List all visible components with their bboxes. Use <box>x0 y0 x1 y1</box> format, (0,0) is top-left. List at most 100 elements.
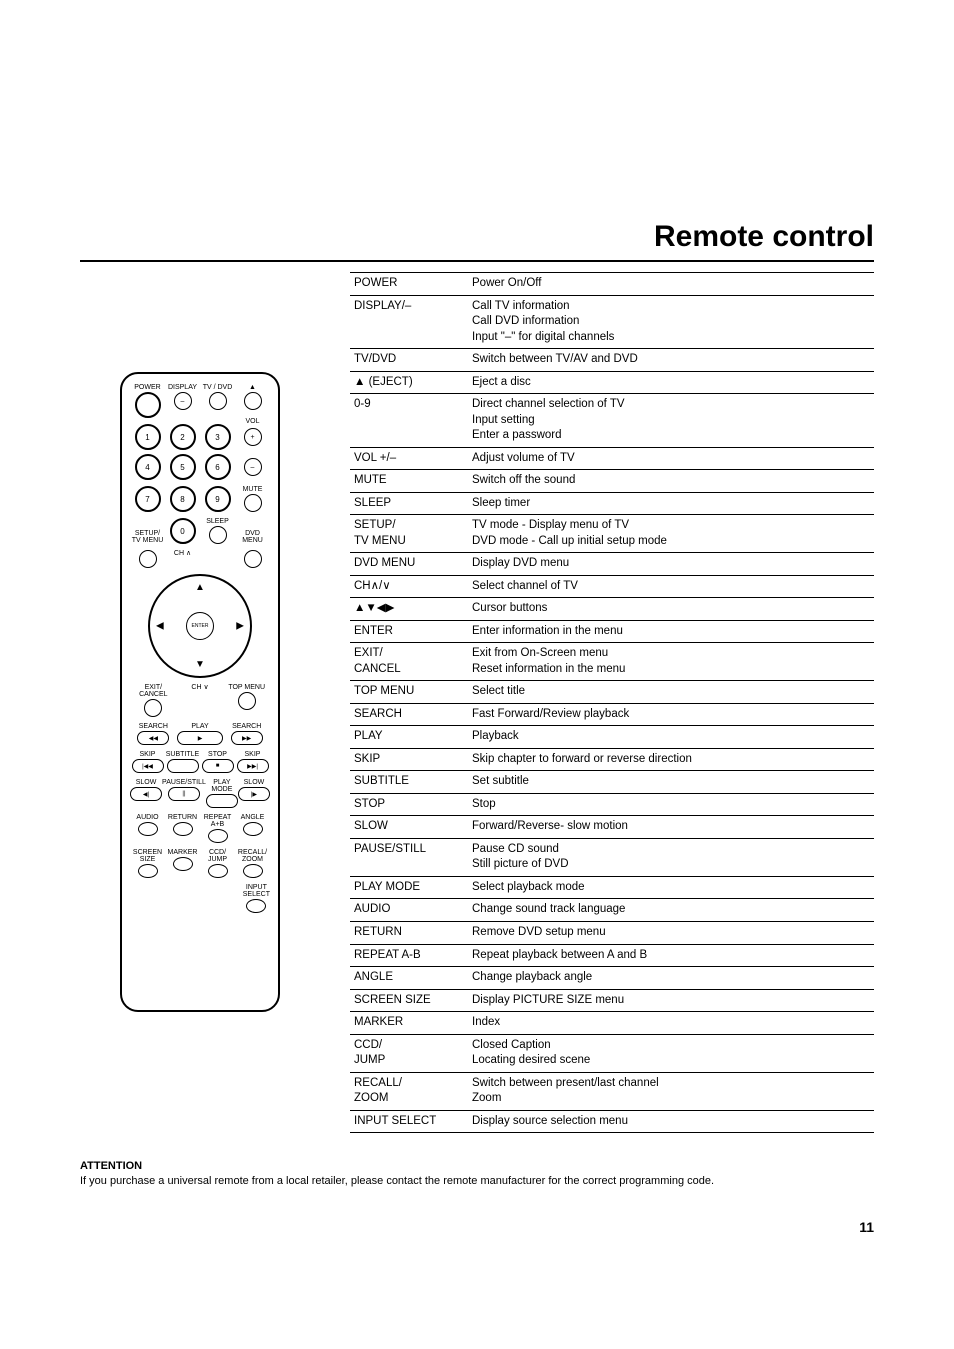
table-key: ENTER <box>350 620 468 643</box>
label-search-l: SEARCH <box>139 723 168 730</box>
table-value: Enter information in the menu <box>468 620 874 643</box>
table-value: Select playback mode <box>468 876 874 899</box>
table-row: PAUSE/STILLPause CD sound Still picture … <box>350 838 874 876</box>
table-key: REPEAT A-B <box>350 944 468 967</box>
label-stop: STOP <box>208 751 227 758</box>
label-marker: MARKER <box>168 849 198 856</box>
title-rule <box>80 260 874 262</box>
btn-8: 8 <box>170 486 196 512</box>
label-skip-r: SKIP <box>245 751 261 758</box>
btn-1: 1 <box>135 424 161 450</box>
btn-skip-fwd: ▶▶| <box>237 759 269 773</box>
table-value: Index <box>468 1012 874 1035</box>
table-key: RECALL/ ZOOM <box>350 1072 468 1110</box>
table-key: SKIP <box>350 748 468 771</box>
table-key: SETUP/ TV MENU <box>350 515 468 553</box>
label-angle: ANGLE <box>241 814 265 821</box>
btn-search-rev: ◀◀ <box>137 731 169 745</box>
table-row: MARKERIndex <box>350 1012 874 1035</box>
table-value: Stop <box>468 793 874 816</box>
table-row: AUDIOChange sound track language <box>350 899 874 922</box>
label-chdn: CH ∨ <box>191 684 208 691</box>
label-input: INPUT SELECT <box>243 884 270 898</box>
btn-6: 6 <box>205 454 231 480</box>
table-row: CCD/ JUMPClosed Caption Locating desired… <box>350 1034 874 1072</box>
table-value: Skip chapter to forward or reverse direc… <box>468 748 874 771</box>
table-value: Pause CD sound Still picture of DVD <box>468 838 874 876</box>
table-value: Change sound track language <box>468 899 874 922</box>
table-row: STOPStop <box>350 793 874 816</box>
table-key: INPUT SELECT <box>350 1110 468 1133</box>
btn-exit <box>144 699 162 717</box>
table-row: ANGLEChange playback angle <box>350 967 874 990</box>
attention-body: If you purchase a universal remote from … <box>80 1175 714 1187</box>
btn-repeat <box>208 829 228 843</box>
label-vol: VOL <box>245 418 259 425</box>
btn-0: 0 <box>170 518 196 544</box>
btn-pause: || <box>168 787 200 801</box>
btn-vol-dn: – <box>244 458 262 476</box>
label-chup: CH ∧ <box>174 550 191 557</box>
table-key: RETURN <box>350 921 468 944</box>
table-value: Switch between TV/AV and DVD <box>468 349 874 372</box>
table-row: CH∧/∨Select channel of TV <box>350 575 874 598</box>
btn-input-select <box>246 899 266 913</box>
btn-return <box>173 822 193 836</box>
btn-dvdmenu <box>244 550 262 568</box>
table-value: Closed Caption Locating desired scene <box>468 1034 874 1072</box>
btn-ccd <box>208 864 228 878</box>
label-return: RETURN <box>168 814 197 821</box>
table-value: Select title <box>468 681 874 704</box>
table-row: POWERPower On/Off <box>350 273 874 296</box>
btn-stop: ■ <box>202 759 234 773</box>
btn-angle <box>243 822 263 836</box>
label-audio: AUDIO <box>136 814 158 821</box>
btn-display: – <box>174 392 192 410</box>
table-value: Switch off the sound <box>468 470 874 493</box>
btn-power <box>135 392 161 418</box>
table-row: PLAYPlayback <box>350 726 874 749</box>
label-subtitle: SUBTITLE <box>166 751 199 758</box>
table-key: MARKER <box>350 1012 468 1035</box>
table-row: SLEEPSleep timer <box>350 492 874 515</box>
table-key: DISPLAY/– <box>350 295 468 349</box>
btn-skip-rev: |◀◀ <box>132 759 164 773</box>
attention-heading: ATTENTION <box>80 1160 142 1172</box>
label-topmenu: TOP MENU <box>228 684 265 691</box>
dpad: ENTER ▲ ▼ ◀ ▶ <box>148 574 252 678</box>
table-key: AUDIO <box>350 899 468 922</box>
remote-column: POWER DISPLAY– TV / DVD ▲ 1 2 3 VOL + <box>80 272 320 1012</box>
table-row: RETURNRemove DVD setup menu <box>350 921 874 944</box>
table-value: Display PICTURE SIZE menu <box>468 989 874 1012</box>
table-key: ANGLE <box>350 967 468 990</box>
table-key: SCREEN SIZE <box>350 989 468 1012</box>
btn-search-fwd: ▶▶ <box>231 731 263 745</box>
table-key: PLAY <box>350 726 468 749</box>
table-key: PAUSE/STILL <box>350 838 468 876</box>
table-row: PLAY MODESelect playback mode <box>350 876 874 899</box>
btn-play: ▶ <box>177 731 223 745</box>
btn-mute <box>244 494 262 512</box>
btn-marker <box>173 857 193 871</box>
label-search-r: SEARCH <box>232 723 261 730</box>
function-table: POWERPower On/OffDISPLAY/–Call TV inform… <box>350 272 874 1133</box>
table-row: DISPLAY/–Call TV information Call DVD in… <box>350 295 874 349</box>
table-row: SLOWForward/Reverse- slow motion <box>350 816 874 839</box>
table-value: Set subtitle <box>468 771 874 794</box>
table-key: CH∧/∨ <box>350 575 468 598</box>
table-value: Direct channel selection of TV Input set… <box>468 394 874 448</box>
btn-sleep <box>209 526 227 544</box>
table-value: Remove DVD setup menu <box>468 921 874 944</box>
table-key: SLEEP <box>350 492 468 515</box>
table-row: SKIPSkip chapter to forward or reverse d… <box>350 748 874 771</box>
arrow-right-icon: ▶ <box>236 621 244 632</box>
btn-topmenu <box>238 692 256 710</box>
attention-note: ATTENTION If you purchase a universal re… <box>80 1159 874 1189</box>
btn-4: 4 <box>135 454 161 480</box>
table-value: Display source selection menu <box>468 1110 874 1133</box>
btn-eject <box>244 392 262 410</box>
table-key: 0-9 <box>350 394 468 448</box>
table-key: ▲▼◀▶ <box>350 598 468 621</box>
table-value: Change playback angle <box>468 967 874 990</box>
btn-7: 7 <box>135 486 161 512</box>
